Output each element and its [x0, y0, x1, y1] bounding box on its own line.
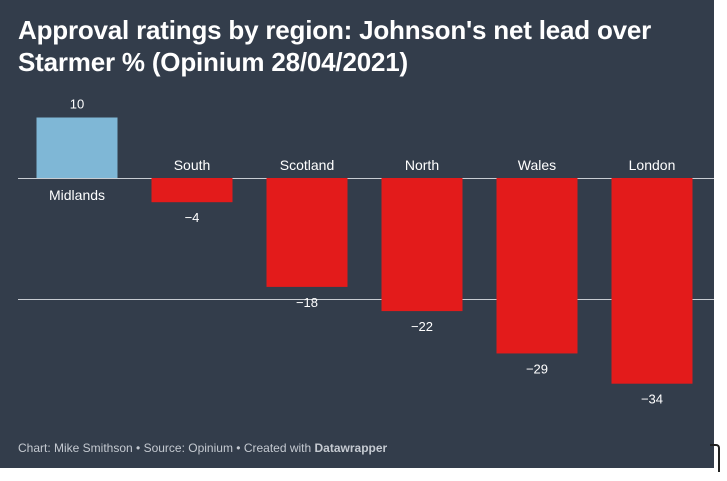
labels: Midlands 10 South −4 Scotland −18 North −22 Wale… [49, 97, 675, 407]
category-label-south: South [174, 157, 211, 173]
corner-bracket-icon [710, 444, 720, 472]
bar-london[interactable] [611, 178, 693, 384]
value-label-scotland: −18 [296, 295, 318, 310]
bar-scotland[interactable] [266, 178, 348, 287]
footer-brand[interactable]: Datawrapper [314, 441, 388, 455]
category-label-scotland: Scotland [280, 157, 334, 173]
value-label-south: −4 [185, 210, 200, 225]
value-label-london: −34 [641, 392, 663, 407]
value-label-midlands: 10 [70, 97, 84, 112]
bar-midlands[interactable] [36, 117, 118, 179]
chart-footer: Chart: Mike Smithson • Source: Opinium •… [18, 441, 387, 455]
bar-south[interactable] [151, 178, 233, 203]
value-label-north: −22 [411, 319, 433, 334]
chart-title: Approval ratings by region: Johnson's ne… [18, 15, 652, 77]
category-label-midlands: Midlands [49, 187, 105, 203]
footer-credits: Chart: Mike Smithson • Source: Opinium •… [18, 441, 315, 455]
value-label-wales: −29 [526, 361, 548, 376]
bars [36, 117, 693, 384]
category-label-london: London [629, 157, 676, 173]
bar-wales[interactable] [496, 178, 578, 354]
bar-chart: Midlands 10 South −4 Scotland −18 North −22 Wale… [18, 97, 714, 407]
category-label-wales: Wales [518, 157, 556, 173]
category-label-north: North [405, 157, 439, 173]
gridlines [18, 178, 714, 300]
bar-north[interactable] [381, 178, 463, 312]
chart-card: Approval ratings by region: Johnson's ne… [0, 0, 714, 468]
